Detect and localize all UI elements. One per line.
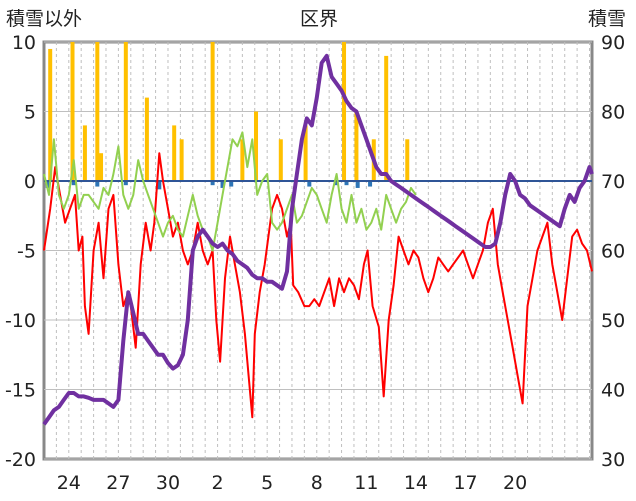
- y-left-tick: 5: [24, 102, 36, 124]
- snowfall-bar: [210, 181, 215, 186]
- y-left-tick: -15: [5, 380, 36, 402]
- x-tick: 14: [404, 472, 428, 494]
- precip-bar: [144, 97, 149, 181]
- precip-bar: [240, 139, 245, 181]
- snowfall-bar: [307, 181, 312, 187]
- x-tick: 2: [212, 472, 224, 494]
- snowfall-bar: [334, 181, 339, 186]
- y-left-tick: 0: [24, 171, 36, 193]
- precip-bar: [172, 125, 177, 181]
- x-tick: 11: [354, 472, 378, 494]
- precip-bar: [384, 55, 389, 181]
- snowfall-bar: [220, 181, 225, 188]
- left-axis-title: 積雪以外: [6, 8, 83, 30]
- x-tick: 5: [261, 472, 273, 494]
- y-right-tick: 40: [601, 380, 625, 402]
- precip-bar: [405, 139, 410, 181]
- precip-bar: [210, 42, 215, 181]
- temp_max-line: [43, 131, 417, 252]
- precip-bar: [99, 153, 104, 181]
- precip-bar: [48, 48, 53, 182]
- precip-bar: [303, 125, 308, 181]
- y-right-tick: 30: [601, 449, 625, 471]
- precip-bar: [254, 111, 259, 181]
- snowfall-bar: [157, 181, 162, 190]
- y-left-tick: 10: [12, 32, 36, 54]
- precip-bar: [95, 42, 100, 181]
- snowfall-bar: [229, 181, 234, 187]
- precip-bar: [82, 125, 87, 181]
- snowfall-bar: [368, 181, 373, 187]
- precip-bar: [354, 111, 359, 181]
- y-right-tick: 50: [601, 310, 625, 332]
- snowfall-bar: [71, 181, 76, 186]
- precip-bar: [179, 139, 184, 181]
- x-tick: 27: [106, 472, 130, 494]
- snowfall-bar: [95, 181, 100, 187]
- y-right-tick: 70: [601, 171, 625, 193]
- x-tick: 17: [453, 472, 477, 494]
- x-tick: 24: [57, 472, 81, 494]
- precip-bar: [123, 42, 128, 181]
- y-right-tick: 80: [601, 102, 625, 124]
- x-tick: 20: [503, 472, 527, 494]
- precip-bar: [278, 139, 283, 181]
- snow_depth-line: [42, 53, 594, 426]
- y-left-tick: -20: [5, 449, 36, 471]
- snowfall-bar: [123, 181, 128, 186]
- snowfall-bar: [45, 181, 50, 188]
- right-axis-title: 積雪: [588, 8, 627, 30]
- snowfall-bar: [344, 181, 349, 186]
- x-tick: 8: [311, 472, 323, 494]
- line-series: [42, 53, 594, 426]
- chart-title: 区界: [300, 8, 339, 30]
- snowfall-bar: [355, 181, 360, 188]
- x-tick: 30: [156, 472, 180, 494]
- y-right-tick: 90: [601, 32, 625, 54]
- y-left-tick: -5: [17, 241, 36, 263]
- precip-bar: [342, 42, 347, 181]
- y-right-tick: 60: [601, 241, 625, 263]
- y-left-tick: -10: [5, 310, 36, 332]
- precip-bar: [70, 42, 75, 181]
